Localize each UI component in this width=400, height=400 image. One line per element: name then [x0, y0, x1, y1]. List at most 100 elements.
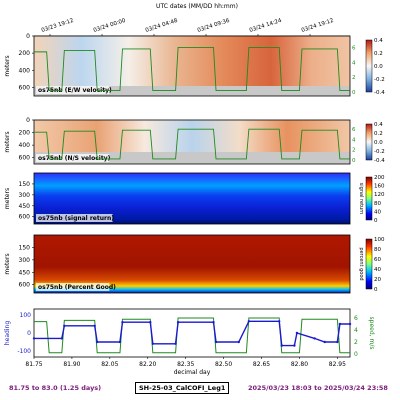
colorbar-tick-label: 0	[374, 218, 378, 224]
speed-axis-tick-label: 0	[352, 158, 356, 164]
colorbar-tick-label: 0.0	[374, 64, 383, 70]
top-axis-title: UTC dates (MM/DD hh:mm)	[156, 3, 238, 10]
colorbar-tick-label: 0.2	[374, 51, 383, 57]
depth-tick-label: 400	[19, 142, 31, 149]
x-tick-label: 81.75	[25, 361, 42, 368]
heading-tick-label: 100	[20, 312, 32, 319]
footer-date-range: 2025/03/23 18:03 to 2025/03/24 23:58	[248, 384, 388, 392]
speed-axis-tick-label: 6	[352, 127, 356, 133]
heading-tick-label: -100	[17, 348, 31, 355]
top-axis-tick-label: 03/23 19:12	[41, 18, 75, 34]
top-axis-tick-label: 03/24 19:12	[301, 18, 335, 34]
colorbar-tick-label: 40	[374, 209, 381, 215]
colorbar-tick-label: -0.4	[374, 158, 385, 164]
depth-tick-label: 600	[19, 84, 31, 91]
top-axis-tick: 03/24 00:00	[93, 18, 127, 34]
footer-day-range: 81.75 to 83.0 (1.25 days)	[9, 384, 102, 392]
heading-line	[34, 320, 350, 347]
depth-tick-label: 300	[19, 192, 31, 199]
colorbar-tick-label: 0.4	[374, 122, 383, 128]
speed-axis-tick-label: 6	[352, 45, 356, 51]
depth-tick-label: 200	[19, 50, 31, 57]
panel-label-bg	[36, 154, 110, 162]
heading-axis-label: heading	[4, 321, 11, 345]
speed-tick-label: 4	[354, 327, 358, 334]
panel-signal-return	[33, 172, 351, 225]
colorbar-tick-label: 200	[374, 175, 385, 181]
colorbar	[365, 238, 373, 290]
top-axis-tick-label: 03/24 04:48	[145, 18, 179, 34]
x-tick-label: 82.65	[253, 361, 270, 368]
top-axis-tick-label: 03/24 09:36	[197, 18, 231, 34]
ew-bad-data-region	[34, 86, 350, 96]
depth-tick-label: 0	[26, 33, 30, 40]
colorbar-tick-label: 60	[374, 257, 381, 263]
depth-tick-label: 150	[19, 244, 31, 251]
colorbar-tick-label: 0.4	[374, 38, 383, 44]
x-tick-label: 82.20	[139, 361, 156, 368]
top-axis-tick: 03/24 19:12	[301, 18, 335, 34]
panel-label: os75nb (signal return)	[38, 215, 114, 222]
top-axis-tick: 03/24 14:24	[249, 18, 283, 34]
depth-tick-label: 400	[19, 67, 31, 74]
x-tick-label: 82.80	[291, 361, 308, 368]
colorbar-tick-label: 100	[374, 237, 385, 243]
depth-tick-label: 600	[19, 214, 31, 221]
top-axis-tick-label: 03/24 00:00	[93, 18, 127, 34]
colorbar-tick-label: -0.4	[374, 90, 385, 96]
x-tick-label: 81.90	[63, 361, 80, 368]
x-tick-label: 82.35	[177, 361, 194, 368]
depth-tick-label: 450	[19, 203, 31, 210]
depth-axis-label: meters	[4, 188, 11, 209]
footer-cruise-name: SH-25-03_CalCOFI_Leg1	[135, 382, 230, 394]
depth-tick-label: 150	[19, 181, 31, 188]
x-tick-label: 82.95	[329, 361, 346, 368]
colorbar-tick-label: 120	[374, 192, 385, 198]
depth-axis-label: meters	[4, 253, 11, 274]
panel-label: os75nb (N/S velocity)	[38, 155, 111, 162]
depth-tick-label: 450	[19, 269, 31, 276]
speed-axis-tick-label: 4	[352, 137, 356, 143]
panel-heading-speed	[32, 308, 352, 358]
colorbar-tick-label: 40	[374, 267, 381, 273]
top-axis-tick-label: 03/24 14:24	[249, 18, 283, 34]
colorbar-tick-label: -0.2	[374, 149, 385, 155]
colorbar-tick-label: 80	[374, 201, 381, 207]
speed-tick-label: 2	[354, 339, 358, 346]
top-axis-tick: 03/24 04:48	[145, 18, 179, 34]
colorbar-label: signal return	[358, 183, 364, 215]
colorbar-tick-label: -0.2	[374, 77, 385, 83]
x-tick-label: 82.50	[215, 361, 232, 368]
depth-tick-label: 0	[26, 117, 30, 124]
panel-label-bg	[36, 86, 110, 94]
top-axis-tick: 03/23 19:12	[41, 18, 75, 34]
depth-tick-label: 600	[19, 282, 31, 289]
x-axis-label: decimal day	[174, 369, 211, 376]
colorbar-tick-label: 80	[374, 247, 381, 253]
colorbar-tick-label: 0	[374, 287, 378, 293]
colorbar-tick-label: 0.0	[374, 140, 383, 146]
adcp-figure: UTC dates (MM/DD hh:mm) 03/23 19:12 03/24…	[4, 3, 385, 376]
panel-label-bg	[36, 214, 113, 222]
speed-tick-label: 0	[354, 351, 358, 358]
top-axis-tick: 03/24 09:36	[197, 18, 231, 34]
depth-axis-label: meters	[4, 55, 11, 76]
panel-label: os75nb (E/W velocity)	[38, 87, 112, 94]
colorbar	[365, 176, 373, 221]
ship-speed-overlay-line	[34, 46, 350, 91]
ns-bad-data-region	[34, 152, 350, 164]
footer: 81.75 to 83.0 (1.25 days) SH-25-03_CalCO…	[0, 382, 400, 396]
speed-axis-tick-label: 2	[352, 75, 356, 81]
panel-label: os75nb (Percent Good)	[38, 284, 116, 291]
colorbar	[365, 123, 373, 161]
top-axis-ticks: 03/23 19:12 03/24 00:00 03/24 04:48 03/24 0…	[41, 18, 335, 36]
depth-tick-label: 600	[19, 155, 31, 162]
speed-axis-label: speed, m/s	[368, 317, 375, 350]
heading-tick-label: 0	[27, 330, 31, 337]
speed-axis-tick-label: 0	[352, 90, 356, 96]
speed-axis-tick-label: 2	[352, 148, 356, 154]
colorbar-tick-label: 160	[374, 184, 385, 190]
colorbar	[365, 39, 373, 93]
depth-tick-label: 200	[19, 130, 31, 137]
colorbar-label: percent good	[358, 247, 364, 280]
